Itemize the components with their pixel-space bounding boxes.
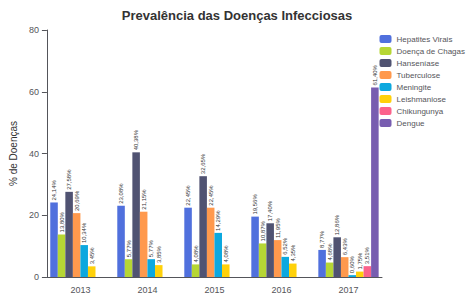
svg-text:61,40%: 61,40%: [372, 64, 378, 85]
svg-text:4,08%: 4,08%: [223, 245, 229, 263]
svg-text:4,35%: 4,35%: [290, 244, 296, 262]
svg-text:40: 40: [29, 149, 39, 159]
svg-text:0: 0: [34, 272, 39, 282]
svg-text:3,45%: 3,45%: [89, 247, 95, 265]
svg-text:40,38%: 40,38%: [133, 129, 139, 150]
svg-text:1,75%: 1,75%: [357, 252, 363, 270]
svg-text:17,40%: 17,40%: [267, 200, 273, 221]
svg-text:10,34%: 10,34%: [81, 222, 87, 243]
svg-text:2015: 2015: [204, 285, 224, 295]
svg-text:4,68%: 4,68%: [327, 243, 333, 261]
svg-text:Chikungunya: Chikungunya: [397, 107, 444, 116]
svg-text:20: 20: [29, 210, 39, 220]
svg-text:8,77%: 8,77%: [319, 230, 325, 248]
svg-text:5,77%: 5,77%: [148, 240, 154, 258]
svg-text:% de Doenças: % de Doenças: [8, 121, 19, 186]
svg-text:20,69%: 20,69%: [74, 190, 80, 211]
svg-text:Doença de Chagas: Doença de Chagas: [397, 47, 466, 56]
svg-text:22,45%: 22,45%: [208, 185, 214, 206]
svg-text:Leishmaniose: Leishmaniose: [397, 95, 447, 104]
svg-text:23,08%: 23,08%: [118, 183, 124, 204]
svg-text:60: 60: [29, 87, 39, 97]
svg-text:80: 80: [29, 25, 39, 35]
svg-text:13,80%: 13,80%: [59, 211, 65, 232]
svg-text:Meningite: Meningite: [397, 83, 432, 92]
svg-text:2014: 2014: [137, 285, 157, 295]
svg-text:Hepatites Virais: Hepatites Virais: [397, 35, 453, 44]
svg-text:32,65%: 32,65%: [200, 153, 206, 174]
svg-text:11,95%: 11,95%: [275, 218, 281, 239]
svg-text:Tuberculose: Tuberculose: [397, 71, 441, 80]
svg-text:22,45%: 22,45%: [185, 185, 191, 206]
svg-text:0,60%: 0,60%: [349, 255, 355, 273]
svg-text:24,14%: 24,14%: [51, 179, 57, 200]
svg-text:3,85%: 3,85%: [156, 245, 162, 263]
svg-text:14,29%: 14,29%: [215, 210, 221, 231]
svg-text:6,43%: 6,43%: [342, 237, 348, 255]
svg-text:Dengue: Dengue: [397, 119, 426, 128]
svg-text:6,52%: 6,52%: [282, 237, 288, 255]
svg-text:Hanseníase: Hanseníase: [397, 59, 440, 68]
svg-text:Prevalência das Doenças Infecc: Prevalência das Doenças Infecciosas: [122, 8, 353, 23]
svg-text:10,87%: 10,87%: [260, 220, 266, 241]
svg-text:27,58%: 27,58%: [66, 169, 72, 190]
svg-text:2016: 2016: [271, 285, 291, 295]
svg-text:2013: 2013: [70, 285, 90, 295]
svg-text:21,15%: 21,15%: [141, 189, 147, 210]
svg-text:2017: 2017: [338, 285, 358, 295]
svg-text:5,77%: 5,77%: [126, 240, 132, 258]
svg-text:19,56%: 19,56%: [252, 194, 258, 215]
svg-text:4,08%: 4,08%: [193, 245, 199, 263]
svg-text:3,51%: 3,51%: [364, 246, 370, 264]
svg-text:12,86%: 12,86%: [334, 214, 340, 235]
